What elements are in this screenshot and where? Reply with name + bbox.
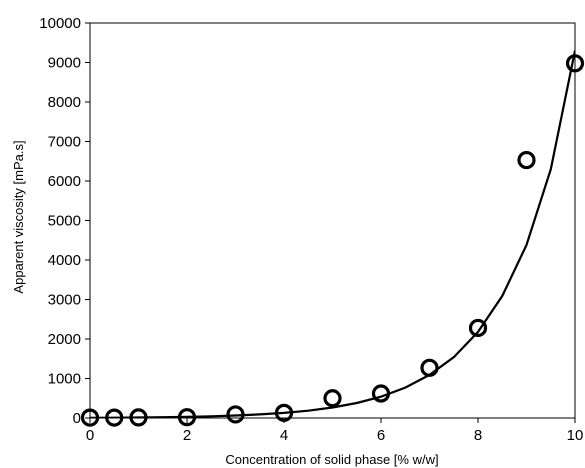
y-tick-label: 5000 [48, 213, 81, 230]
y-tick-label: 3000 [48, 292, 81, 309]
data-point [420, 358, 439, 377]
x-tick-label: 6 [377, 427, 385, 444]
data-point [565, 54, 585, 73]
data-point [371, 384, 391, 403]
x-tick-label: 2 [183, 427, 191, 444]
data-point [274, 403, 294, 422]
x-axis-title: Concentration of solid phase [% w/w] [225, 452, 438, 467]
y-axis-title: Apparent viscosity [mPa.s] [11, 140, 26, 293]
y-tick-label: 6000 [48, 173, 81, 190]
data-point [226, 405, 245, 424]
y-tick-label: 8000 [48, 94, 81, 111]
y-tick-label: 9000 [48, 55, 81, 72]
x-tick-label: 4 [280, 427, 288, 444]
plot-area: 0100020003000400050006000700080009000100… [39, 15, 585, 444]
y-tick-label: 7000 [48, 134, 81, 151]
y-tick-label: 2000 [48, 331, 81, 348]
y-tick-label: 10000 [39, 15, 81, 32]
trend-line [90, 50, 575, 418]
data-point [177, 408, 197, 427]
data-point [517, 150, 536, 170]
y-tick-label: 0 [73, 410, 81, 427]
x-tick-label: 0 [86, 427, 94, 444]
data-point [468, 318, 488, 338]
data-point [105, 408, 124, 427]
x-tick-label: 8 [474, 427, 482, 444]
plot-frame [89, 22, 576, 419]
data-point [129, 408, 148, 427]
data-point [80, 408, 100, 427]
x-tick-label: 10 [567, 427, 584, 444]
y-tick-label: 4000 [48, 252, 81, 269]
y-tick-label: 1000 [48, 371, 81, 388]
data-point [323, 389, 342, 408]
